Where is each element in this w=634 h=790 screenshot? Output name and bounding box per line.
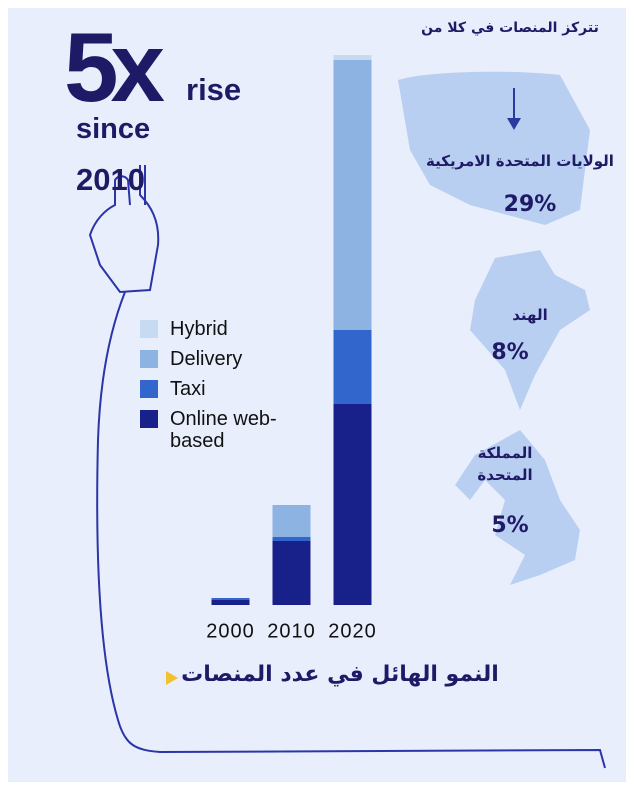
bar-segment: [272, 537, 311, 541]
headline-since: since: [76, 113, 151, 145]
x-tick-label: 2000: [206, 620, 255, 642]
title-marker: [166, 671, 178, 685]
bar-segment: [333, 60, 372, 330]
legend-swatch: [140, 380, 158, 398]
legend-swatch: [140, 410, 158, 428]
country-share: 29%: [503, 192, 557, 217]
legend-swatch: [140, 320, 158, 338]
x-tick-label: 2020: [328, 620, 377, 642]
legend-item: Taxi: [140, 378, 280, 400]
headline-big: 5x: [64, 12, 165, 122]
country-share: 8%: [491, 340, 529, 365]
chart-title: النمو الهائل في عدد المنصات: [181, 662, 499, 687]
legend: Hybrid Delivery Taxi Online web-based: [140, 318, 280, 460]
bar-segment: [333, 330, 372, 404]
legend-label: Online web-based: [170, 408, 277, 452]
india-map: [470, 250, 590, 410]
bar-segment: [211, 600, 250, 605]
uk-map: [455, 430, 580, 585]
bar-segment: [272, 505, 311, 537]
bar-segment: [272, 541, 311, 605]
hand-line: [88, 165, 606, 769]
legend-item: Hybrid: [140, 318, 280, 340]
bar-segment: [333, 404, 372, 605]
x-tick-label: 2010: [267, 620, 316, 642]
arrow-head: [507, 118, 521, 130]
usa-map: [398, 71, 590, 225]
country-share: 5%: [491, 513, 529, 538]
legend-label: Hybrid: [170, 318, 228, 340]
headline-rise: rise: [186, 72, 242, 107]
legend-item: Delivery: [140, 348, 280, 370]
legend-label: Taxi: [170, 378, 206, 400]
legend-label: Delivery: [170, 348, 243, 370]
headline-year: 2010: [76, 162, 145, 197]
bar-segment: [211, 598, 250, 600]
country-name: الولايات المتحدة الامريكية: [426, 152, 614, 170]
legend-swatch: [140, 350, 158, 368]
country-name: الهند: [512, 306, 548, 324]
country-name: المملكة المتحدة: [477, 444, 533, 484]
countries-title: تتركز المنصات في كلا من: [421, 20, 599, 36]
bar-segment: [333, 55, 372, 60]
legend-item: Online web-based: [140, 408, 280, 452]
